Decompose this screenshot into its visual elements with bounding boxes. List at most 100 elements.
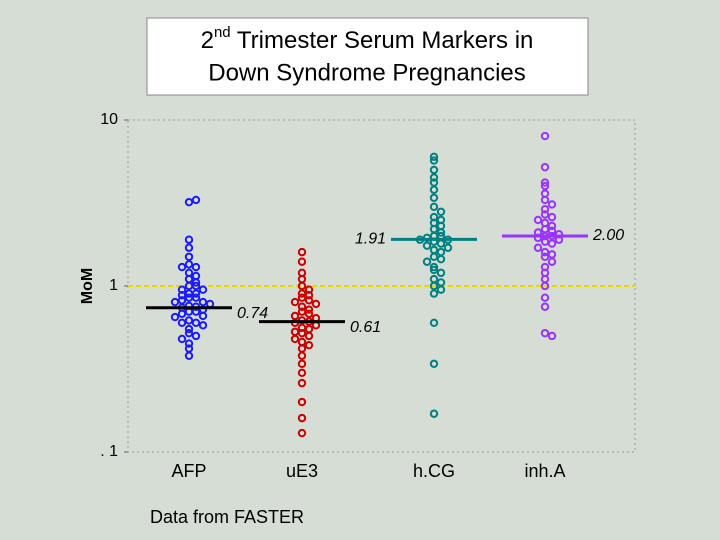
data-point	[429, 165, 439, 175]
data-point	[547, 221, 557, 231]
data-point	[184, 197, 194, 207]
data-point	[436, 247, 446, 257]
data-point	[184, 351, 194, 360]
data-point	[429, 274, 439, 284]
data-point	[184, 243, 194, 252]
data-point	[297, 344, 307, 353]
data-point	[177, 296, 187, 305]
data-point	[198, 285, 208, 294]
data-point	[297, 328, 307, 338]
data-point	[198, 321, 208, 330]
data-point	[297, 307, 307, 316]
data-point	[429, 202, 439, 211]
data-point	[304, 331, 314, 341]
data-point	[191, 318, 201, 328]
data-point	[429, 289, 439, 298]
data-point	[290, 334, 300, 344]
data-point	[297, 428, 307, 438]
data-point	[184, 252, 194, 261]
data-point	[297, 413, 307, 423]
data-point	[540, 247, 550, 257]
data-point	[297, 302, 307, 311]
data-point	[540, 224, 550, 234]
data-point	[191, 195, 201, 205]
data-point	[191, 331, 201, 341]
data-point	[184, 307, 194, 316]
data-point	[191, 307, 201, 316]
median-label: 1.91	[355, 231, 386, 248]
data-point	[311, 299, 321, 309]
data-point	[297, 281, 307, 291]
data-point	[547, 212, 557, 222]
data-point	[436, 285, 446, 294]
y-tick-label: . 1	[100, 443, 118, 460]
data-point	[198, 297, 208, 307]
data-point	[297, 378, 307, 388]
data-point	[547, 226, 557, 236]
data-point	[177, 309, 187, 319]
y-axis-label: MoM	[79, 268, 96, 304]
data-point	[540, 195, 550, 205]
data-point	[304, 309, 314, 319]
data-point	[540, 131, 550, 141]
data-point	[297, 397, 307, 407]
data-point	[547, 250, 557, 259]
y-tick-label: 1	[109, 277, 118, 294]
data-point	[191, 293, 201, 302]
data-point	[184, 344, 194, 353]
data-point	[540, 237, 550, 246]
title-box	[146, 17, 589, 96]
data-point	[429, 265, 439, 275]
data-point	[297, 351, 307, 360]
data-point	[547, 257, 557, 266]
data-point	[184, 260, 194, 269]
median-label: 0.74	[237, 305, 268, 322]
data-point	[297, 368, 307, 377]
data-point	[443, 243, 453, 252]
data-point	[422, 241, 432, 250]
data-point	[170, 312, 180, 322]
data-point	[436, 228, 446, 237]
y-tick-label: 10	[100, 111, 118, 128]
data-point	[436, 207, 446, 216]
data-point	[540, 210, 550, 219]
data-point	[170, 297, 180, 307]
data-point	[540, 205, 550, 214]
data-point	[177, 291, 187, 300]
data-point	[429, 252, 439, 261]
data-point	[177, 334, 187, 344]
x-tick-label: uE3	[286, 461, 318, 481]
x-tick-label: inh.A	[524, 461, 565, 481]
chart-title: 2nd Trimester Serum Markers in	[201, 24, 534, 54]
data-point	[540, 274, 550, 284]
data-point	[304, 296, 314, 305]
data-point	[198, 311, 208, 321]
data-point	[547, 331, 557, 341]
chart-title: Down Syndrome Pregnancies	[208, 59, 526, 86]
data-point	[297, 247, 307, 257]
title-part: 2	[201, 27, 214, 54]
data-point	[191, 271, 201, 281]
title-part: nd	[214, 24, 231, 41]
data-point	[436, 268, 446, 278]
data-point	[429, 193, 439, 202]
data-point	[304, 324, 314, 334]
data-point	[540, 252, 550, 261]
data-point	[429, 318, 439, 328]
data-point	[429, 152, 439, 162]
data-point	[436, 278, 446, 287]
data-point	[191, 262, 201, 272]
data-point	[191, 278, 201, 287]
data-point	[422, 257, 432, 266]
data-point	[547, 200, 557, 209]
data-point	[429, 224, 439, 234]
data-point	[184, 316, 194, 325]
data-point	[184, 339, 194, 348]
data-point	[205, 299, 215, 309]
data-point	[297, 257, 307, 266]
data-point	[290, 327, 300, 336]
data-point	[177, 262, 187, 272]
data-point	[540, 281, 550, 291]
footnote: Data from FASTER	[150, 507, 304, 527]
